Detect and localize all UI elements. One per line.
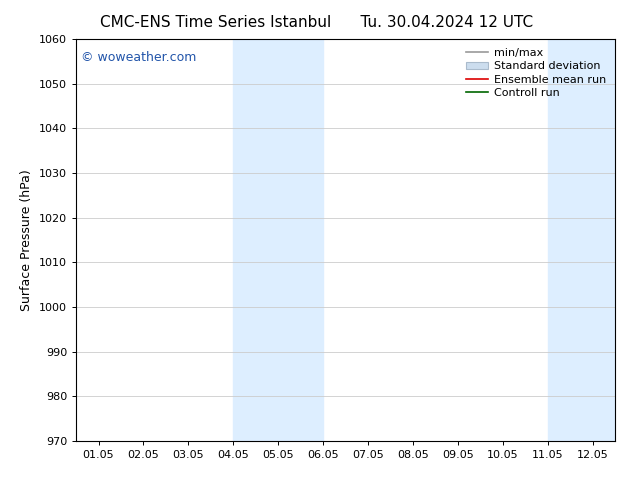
Text: © woweather.com: © woweather.com xyxy=(81,51,197,64)
Bar xyxy=(548,39,615,441)
Bar xyxy=(233,39,323,441)
Legend: min/max, Standard deviation, Ensemble mean run, Controll run: min/max, Standard deviation, Ensemble me… xyxy=(463,45,609,101)
Y-axis label: Surface Pressure (hPa): Surface Pressure (hPa) xyxy=(20,169,34,311)
Text: CMC-ENS Time Series Istanbul      Tu. 30.04.2024 12 UTC: CMC-ENS Time Series Istanbul Tu. 30.04.2… xyxy=(100,15,534,30)
